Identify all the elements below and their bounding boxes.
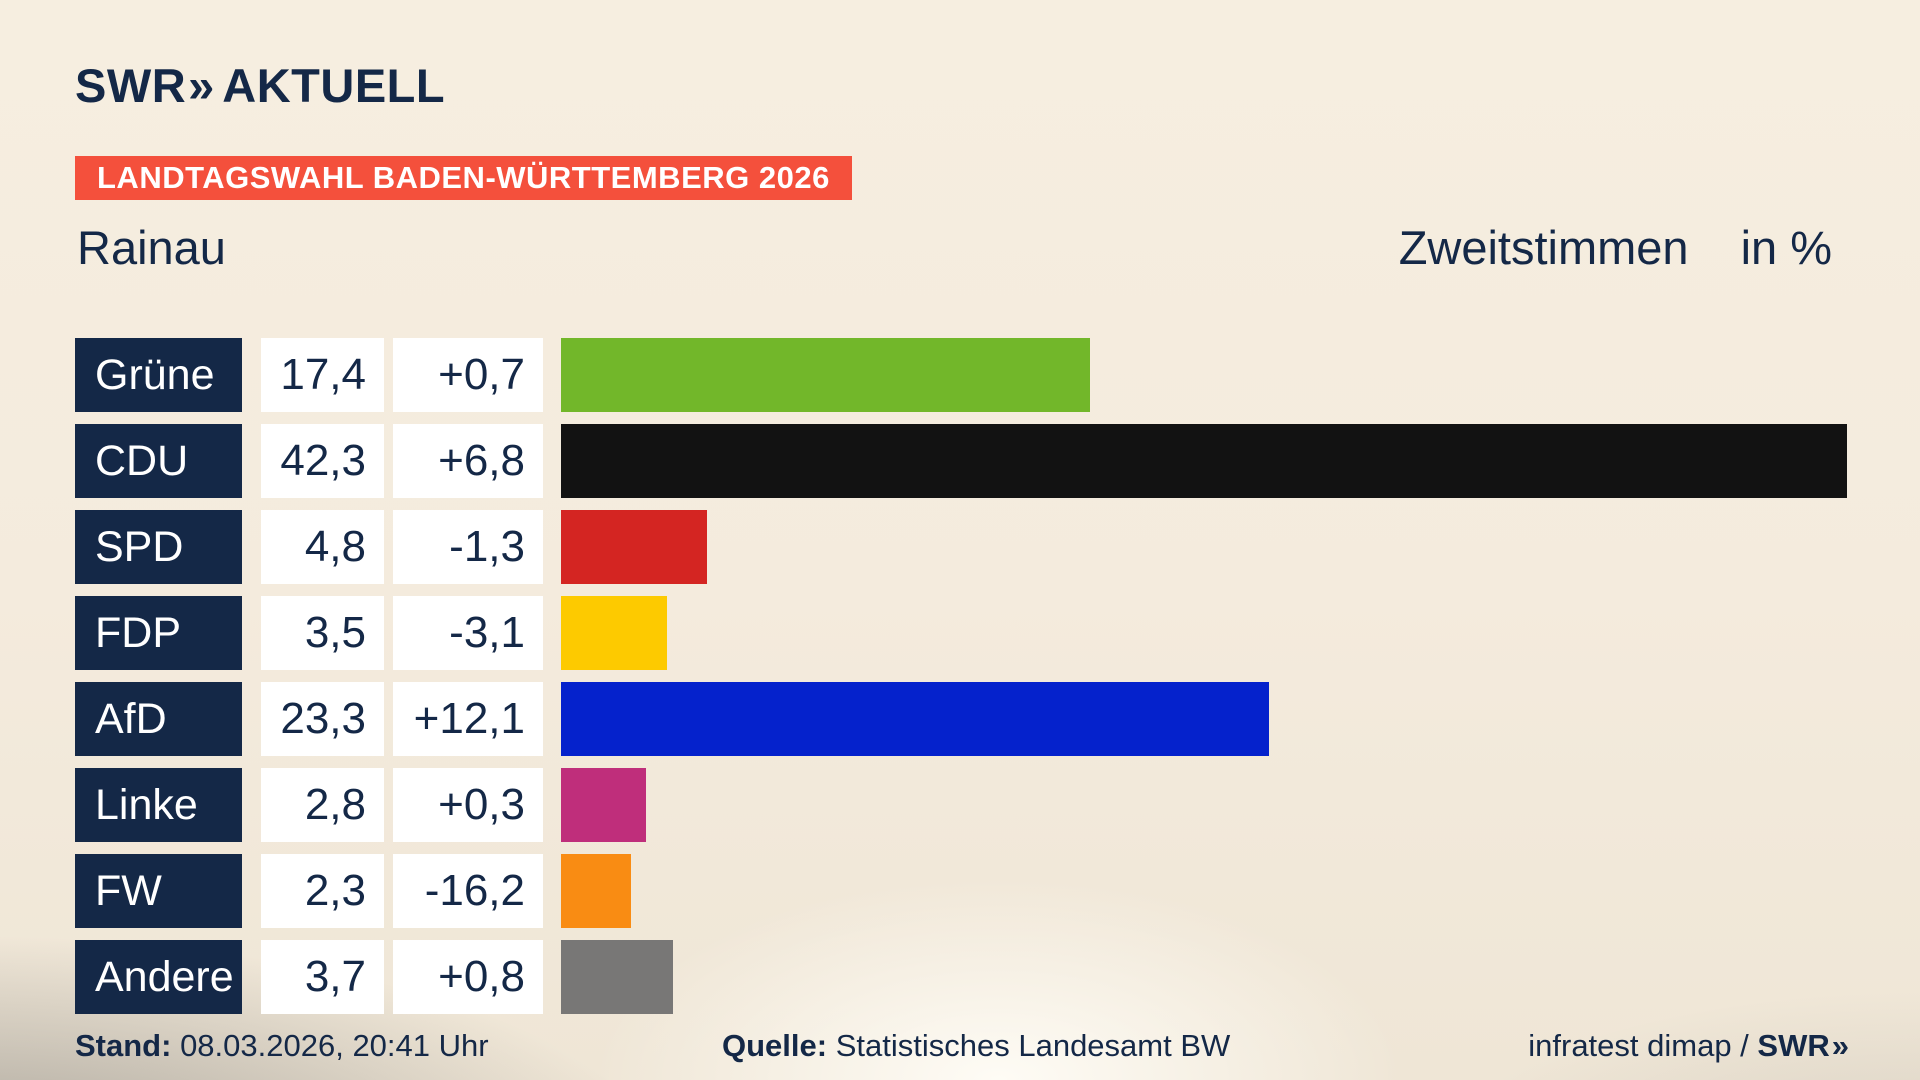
quelle-value: Statistisches Landesamt BW bbox=[835, 1028, 1231, 1063]
credit-swr-logo: SWR bbox=[1757, 1028, 1830, 1063]
credit-note: infratest dimap / SWR» bbox=[1528, 1028, 1849, 1064]
party-value: 42,3 bbox=[261, 424, 384, 498]
party-change: -1,3 bbox=[393, 510, 543, 584]
party-row: Linke 2,8 +0,3 bbox=[75, 768, 1847, 842]
swr-aktuell-logo: SWR» AKTUELL bbox=[75, 58, 445, 113]
party-value: 2,8 bbox=[261, 768, 384, 842]
swr-logo-text: SWR bbox=[75, 59, 187, 112]
party-row: Andere 3,7 +0,8 bbox=[75, 940, 1847, 1014]
party-change: +0,7 bbox=[393, 338, 543, 412]
party-bar bbox=[561, 510, 707, 584]
party-change: +0,3 bbox=[393, 768, 543, 842]
party-bar bbox=[561, 768, 647, 842]
party-value: 3,5 bbox=[261, 596, 384, 670]
source-note: Quelle: Statistisches Landesamt BW bbox=[722, 1028, 1230, 1064]
stand-label: Stand: bbox=[75, 1028, 172, 1063]
party-bar bbox=[561, 854, 631, 928]
party-row: CDU 42,3 +6,8 bbox=[75, 424, 1847, 498]
party-bar bbox=[561, 940, 674, 1014]
election-title-badge: LANDTAGSWAHL BADEN-WÜRTTEMBERG 2026 bbox=[75, 156, 852, 200]
party-label: Linke bbox=[75, 768, 242, 842]
party-label: FDP bbox=[75, 596, 242, 670]
party-value: 3,7 bbox=[261, 940, 384, 1014]
stand-timestamp: Stand: 08.03.2026, 20:41 Uhr bbox=[75, 1028, 489, 1064]
party-row: FDP 3,5 -3,1 bbox=[75, 596, 1847, 670]
party-label: AfD bbox=[75, 682, 242, 756]
party-change: +6,8 bbox=[393, 424, 543, 498]
party-row: SPD 4,8 -1,3 bbox=[75, 510, 1847, 584]
unit-label: in % bbox=[1740, 221, 1832, 274]
party-row: AfD 23,3 +12,1 bbox=[75, 682, 1847, 756]
party-change: -3,1 bbox=[393, 596, 543, 670]
municipality-title: Rainau bbox=[77, 221, 226, 274]
party-label: SPD bbox=[75, 510, 242, 584]
party-label: FW bbox=[75, 854, 242, 928]
party-change: +12,1 bbox=[393, 682, 543, 756]
party-row: FW 2,3 -16,2 bbox=[75, 854, 1847, 928]
party-value: 4,8 bbox=[261, 510, 384, 584]
party-value: 23,3 bbox=[261, 682, 384, 756]
measure-label: Zweitstimmen bbox=[1398, 221, 1689, 274]
party-label: Grüne bbox=[75, 338, 242, 412]
party-row: Grüne 17,4 +0,7 bbox=[75, 338, 1847, 412]
credit-text: infratest dimap / bbox=[1528, 1028, 1749, 1063]
party-bar bbox=[561, 682, 1270, 756]
aktuell-logo-text: AKTUELL bbox=[222, 59, 446, 112]
party-label: CDU bbox=[75, 424, 242, 498]
party-label: Andere bbox=[75, 940, 242, 1014]
measure-title: Zweitstimmen in % bbox=[1399, 220, 1832, 275]
party-bar bbox=[561, 424, 1847, 498]
party-value: 2,3 bbox=[261, 854, 384, 928]
quelle-label: Quelle: bbox=[722, 1028, 828, 1063]
party-change: +0,8 bbox=[393, 940, 543, 1014]
footer: Stand: 08.03.2026, 20:41 Uhr Quelle: Sta… bbox=[0, 1028, 1920, 1068]
party-change: -16,2 bbox=[393, 854, 543, 928]
double-chevron-icon: » bbox=[188, 59, 214, 112]
results-bar-chart: Grüne 17,4 +0,7 CDU 42,3 +6,8 SPD 4,8 -1,3 FDP 3,5… bbox=[75, 338, 1847, 1014]
party-bar bbox=[561, 338, 1090, 412]
party-bar bbox=[561, 596, 668, 670]
credit-chevron-icon: » bbox=[1831, 1028, 1849, 1063]
stand-value: 08.03.2026, 20:41 Uhr bbox=[180, 1028, 489, 1063]
party-value: 17,4 bbox=[261, 338, 384, 412]
